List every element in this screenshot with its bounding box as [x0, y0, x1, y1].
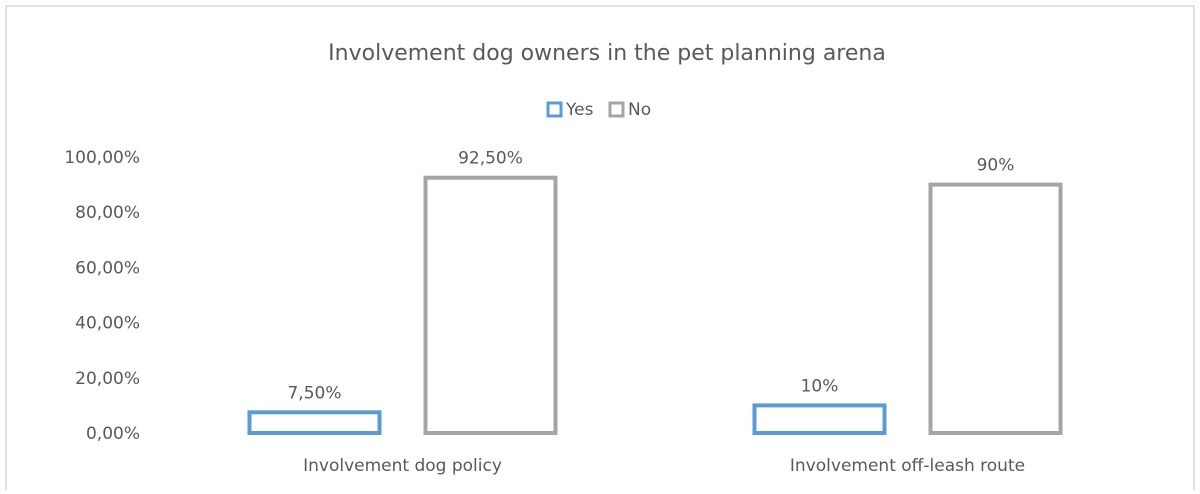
- legend-swatch-yes: [546, 101, 563, 118]
- chart-border: [5, 5, 1195, 490]
- bar-no-2: [928, 182, 1063, 435]
- bars: [247, 175, 1063, 435]
- data-label: 7,50%: [287, 383, 341, 403]
- legend-swatch-no: [608, 101, 625, 118]
- y-tick-label: 20,00%: [75, 369, 140, 389]
- y-tick-label: 80,00%: [75, 203, 140, 223]
- chart-title: Involvement dog owners in the pet planni…: [328, 41, 886, 66]
- legend: Yes No: [546, 100, 651, 120]
- bar-yes-1: [247, 410, 382, 435]
- data-label: 92,50%: [458, 149, 523, 169]
- legend-label-yes: Yes: [565, 100, 594, 120]
- data-label: 10%: [801, 376, 839, 396]
- x-axis: Involvement dog policy Involvement off-le…: [303, 456, 1025, 476]
- y-tick-label: 60,00%: [75, 258, 140, 278]
- y-tick-label: 0,00%: [86, 424, 140, 444]
- y-tick-label: 40,00%: [75, 314, 140, 334]
- x-category-label: Involvement off-leash route: [790, 456, 1025, 476]
- bar-no-1: [423, 175, 558, 435]
- bar-labels: 7,50% 92,50% 10% 90%: [287, 149, 1014, 404]
- y-tick-label: 100,00%: [64, 148, 140, 168]
- x-category-label: Involvement dog policy: [303, 456, 502, 476]
- data-label: 90%: [977, 156, 1015, 176]
- bar-yes-2: [752, 403, 887, 435]
- legend-label-no: No: [628, 100, 651, 120]
- y-axis: 0,00% 20,00% 40,00% 60,00% 80,00% 100,00%: [64, 148, 140, 444]
